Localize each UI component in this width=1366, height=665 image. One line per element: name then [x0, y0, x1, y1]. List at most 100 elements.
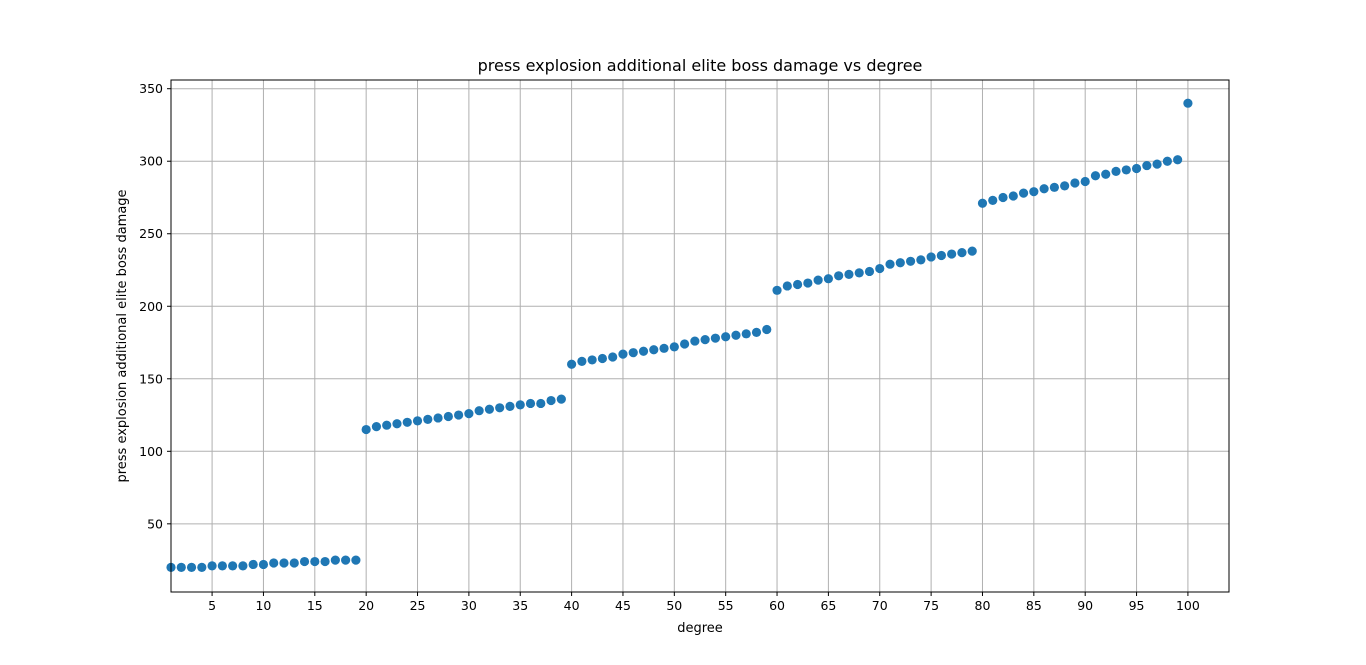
x-tick-label: 5	[208, 598, 216, 613]
data-point	[813, 275, 823, 285]
x-tick-label: 85	[1026, 598, 1042, 613]
data-point	[197, 562, 207, 572]
x-tick-label: 90	[1077, 598, 1093, 613]
data-point	[1029, 187, 1039, 197]
data-point	[690, 336, 700, 346]
data-point	[844, 269, 854, 279]
data-point	[1173, 155, 1183, 165]
x-tick-label: 55	[718, 598, 734, 613]
y-tick-label: 150	[139, 371, 163, 386]
data-point	[628, 348, 638, 358]
y-tick-label: 100	[139, 444, 163, 459]
data-point	[895, 258, 905, 268]
x-tick-label: 20	[358, 598, 374, 613]
data-point	[721, 332, 731, 342]
data-point	[1183, 98, 1193, 108]
data-point	[454, 410, 464, 420]
data-point	[792, 279, 803, 290]
x-tick-label: 65	[820, 598, 836, 613]
data-point	[710, 333, 721, 343]
x-tick-label: 95	[1129, 598, 1145, 613]
data-point	[217, 561, 227, 571]
data-point	[1152, 159, 1162, 169]
data-point	[659, 343, 669, 353]
data-point	[464, 408, 474, 419]
data-point	[1060, 181, 1070, 191]
data-point	[762, 324, 772, 335]
data-point	[371, 422, 382, 432]
data-point	[1049, 182, 1059, 192]
data-point	[1080, 176, 1090, 187]
x-tick-label: 60	[769, 598, 785, 613]
data-point	[556, 394, 566, 404]
data-point	[484, 404, 495, 414]
x-tick-label: 10	[255, 598, 271, 613]
chart-title: press explosion additional elite boss da…	[478, 56, 923, 75]
data-point	[885, 259, 895, 269]
data-point	[782, 281, 792, 291]
data-point	[351, 555, 361, 565]
data-point	[320, 556, 330, 567]
data-point	[1039, 184, 1049, 194]
plot-area-frame	[170, 79, 1230, 593]
data-point	[977, 198, 988, 208]
data-point	[567, 359, 577, 369]
data-point	[341, 555, 351, 565]
data-point	[998, 192, 1008, 203]
data-point	[905, 256, 916, 266]
data-point	[515, 400, 525, 410]
data-point	[731, 330, 741, 340]
data-point	[823, 274, 833, 284]
data-point	[1018, 188, 1029, 198]
x-tick-label: 70	[872, 598, 888, 613]
data-point	[433, 413, 443, 423]
y-tick-label: 350	[139, 81, 163, 96]
data-point	[258, 559, 269, 570]
data-point	[525, 398, 536, 409]
data-point	[289, 558, 299, 568]
x-tick-label: 30	[461, 598, 477, 613]
data-point	[864, 266, 875, 277]
data-point	[402, 417, 412, 427]
data-point	[1121, 165, 1131, 175]
x-tick-label: 75	[923, 598, 939, 613]
y-tick-label: 50	[147, 516, 163, 531]
y-tick-label: 200	[139, 299, 163, 314]
data-point	[587, 355, 597, 365]
data-point	[1131, 163, 1142, 174]
data-point	[279, 558, 289, 568]
data-point	[1008, 191, 1018, 201]
data-point	[207, 561, 217, 571]
data-point	[649, 345, 659, 355]
data-point	[936, 250, 946, 261]
data-point	[597, 353, 608, 364]
data-point	[967, 246, 977, 256]
y-axis-label: press explosion additional elite boss da…	[115, 189, 130, 482]
data-point	[1090, 171, 1101, 181]
data-point	[988, 195, 998, 205]
data-point	[751, 327, 762, 337]
data-point	[412, 416, 423, 426]
data-points	[166, 98, 1193, 572]
data-point	[957, 248, 967, 258]
x-tick-label: 100	[1176, 598, 1200, 613]
data-point	[382, 420, 392, 430]
data-point	[772, 285, 782, 295]
x-tick-label: 80	[975, 598, 991, 613]
data-point	[186, 562, 197, 572]
data-point	[505, 401, 515, 411]
data-point	[269, 558, 279, 568]
data-point	[608, 352, 618, 362]
data-point	[947, 249, 957, 259]
data-point	[700, 335, 710, 345]
data-point	[834, 271, 844, 281]
y-tick-label: 250	[139, 226, 163, 241]
data-point	[1101, 169, 1111, 179]
x-tick-label: 25	[410, 598, 426, 613]
x-tick-label: 15	[307, 598, 323, 613]
data-point	[875, 263, 885, 274]
data-point	[495, 403, 505, 413]
x-tick-label: 35	[512, 598, 528, 613]
data-point	[741, 329, 751, 339]
